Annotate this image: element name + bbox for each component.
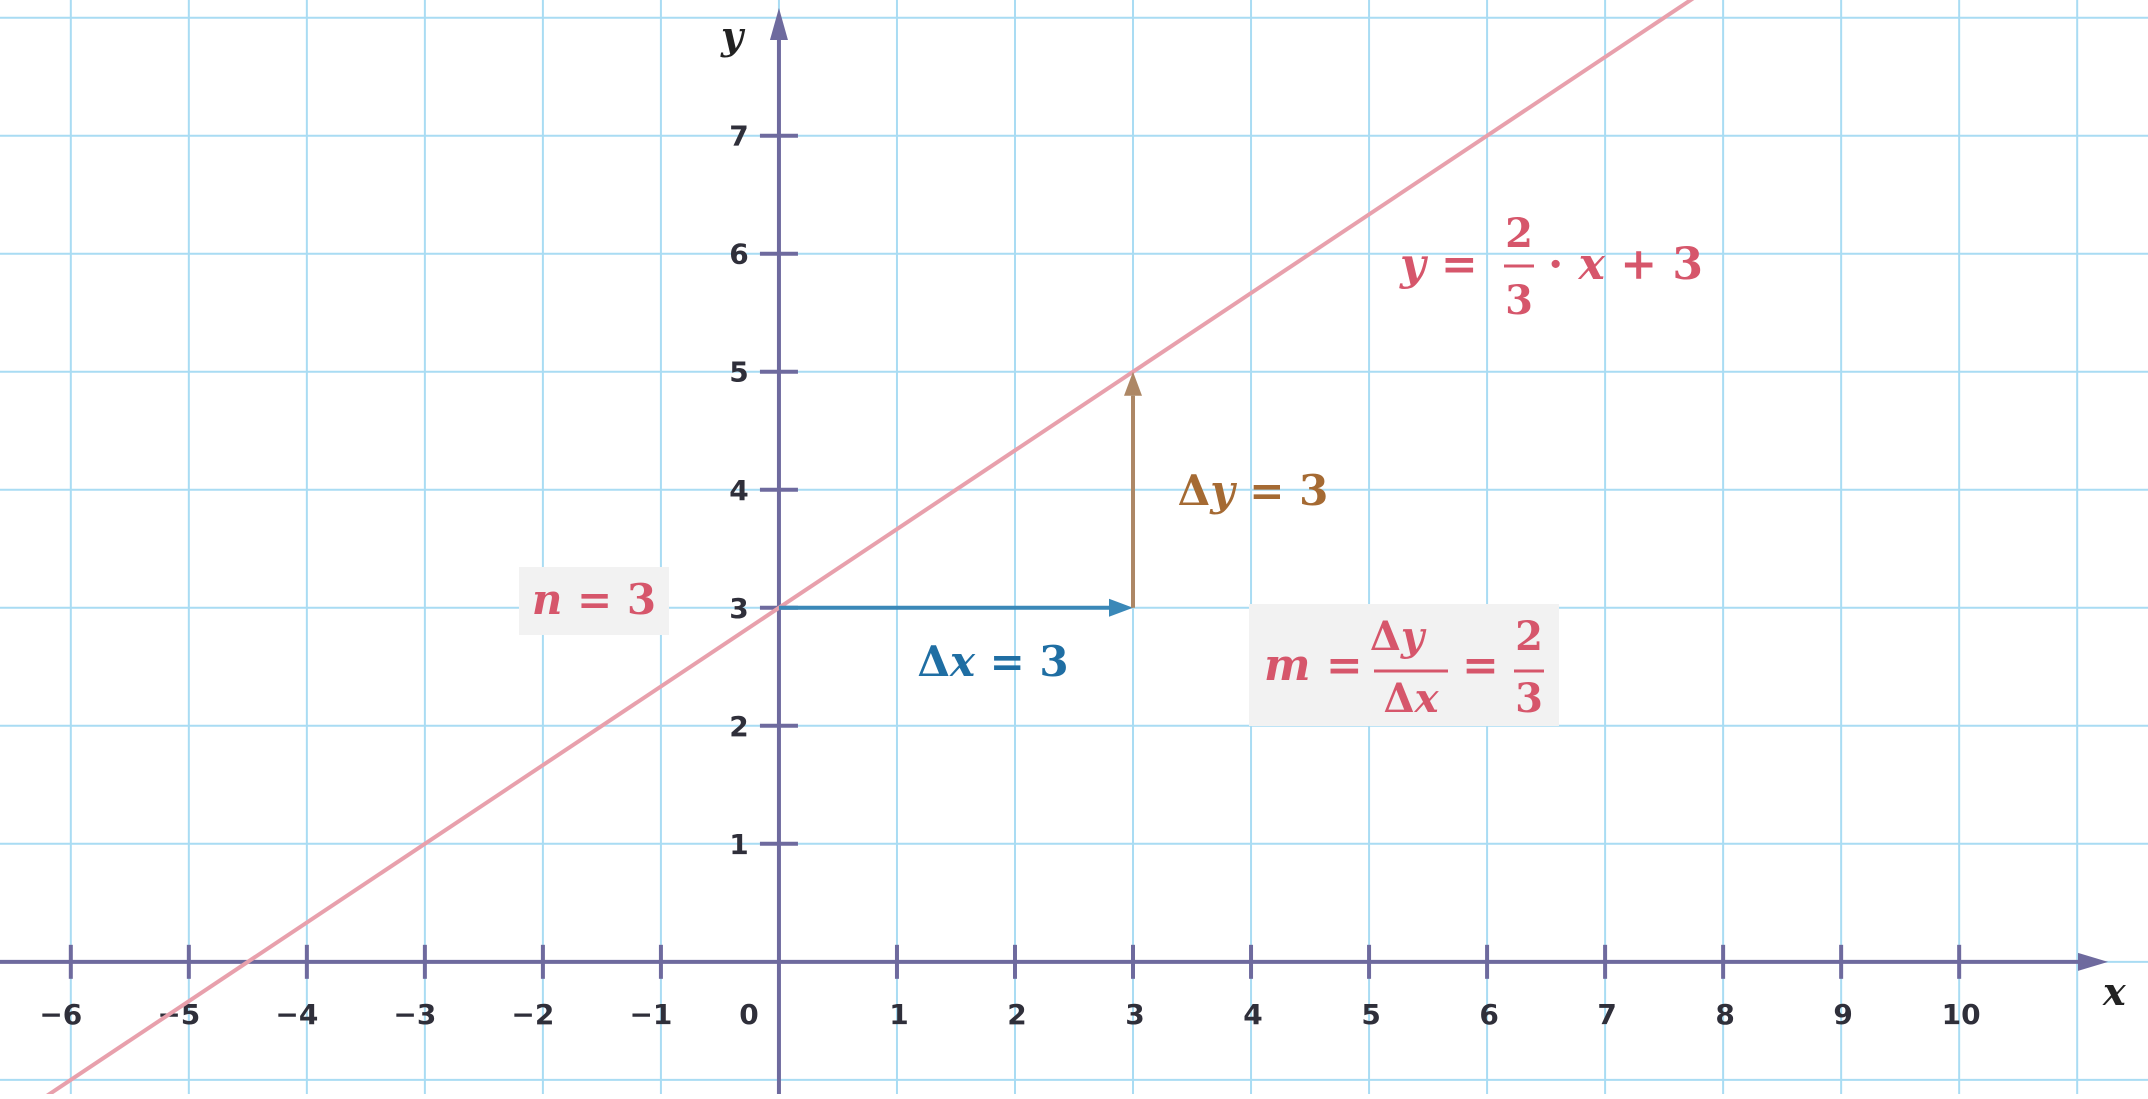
m-lhs: m =	[1264, 640, 1363, 691]
x-axis-label: x	[2102, 969, 2127, 1014]
x-tick-label: −6	[39, 998, 82, 1031]
x-tick-label: 4	[1243, 998, 1262, 1031]
n-label-box	[519, 567, 669, 635]
delta-x-arrow-head	[1109, 598, 1134, 617]
m-denominator-2: 3	[1515, 675, 1543, 722]
x-tick-label: 3	[1125, 998, 1144, 1031]
equation-rest: · x + 3	[1548, 239, 1703, 290]
m-label-box	[1249, 604, 1559, 726]
m-numerator-2: 2	[1515, 613, 1543, 660]
x-tick-label: 1	[889, 998, 908, 1031]
equation-denominator: 3	[1505, 277, 1533, 324]
equation-lhs: y =	[1399, 239, 1478, 290]
y-tick-label: 4	[729, 474, 748, 507]
n-label: n = 3	[532, 575, 656, 624]
x-tick-label: −5	[157, 998, 200, 1031]
y-axis-label: y	[720, 13, 746, 58]
x-tick-label: −1	[629, 998, 672, 1031]
equation-numerator: 2	[1505, 210, 1533, 257]
x-axis-arrowhead	[2078, 952, 2108, 971]
annotations: n = 3 Δx = 3 Δy = 3 y = 2 3 · x + 3 m =Δy Δx = 2 3	[519, 210, 1703, 726]
x-tick-label: −2	[511, 998, 554, 1031]
x-tick-label: 9	[1833, 998, 1852, 1031]
y-tick-label: 7	[729, 120, 748, 153]
delta-arrows	[778, 371, 1143, 617]
x-tick-label: 0	[739, 998, 758, 1031]
x-tick-label: 2	[1007, 998, 1026, 1031]
delta-y-label: Δy = 3	[1178, 466, 1329, 515]
delta-y-arrow-head	[1124, 371, 1143, 396]
x-tick-label: −4	[275, 998, 318, 1031]
x-tick-label: 5	[1361, 998, 1380, 1031]
x-tick-label: 6	[1479, 998, 1498, 1031]
y-axis-arrowhead	[769, 8, 788, 40]
y-tick-label: 3	[729, 592, 748, 625]
y-tick-label: 1	[729, 828, 748, 861]
y-tick-label: 5	[729, 356, 748, 389]
m-numerator-1: Δy	[1370, 613, 1427, 660]
m-eq-2: =	[1462, 640, 1499, 691]
delta-x-label: Δx = 3	[917, 637, 1068, 686]
x-tick-label: 7	[1597, 998, 1616, 1031]
y-tick-label: 2	[729, 710, 748, 743]
axes: −6 −5 −4 −3 −2 −1 0 1 2 3 4 5 6 7 8 9 10 1 2 3 4 5 6 7 x y	[0, 8, 2127, 1094]
x-tick-label: 10	[1942, 998, 1981, 1031]
x-tick-label: 8	[1715, 998, 1734, 1031]
m-denominator-1: Δx	[1384, 675, 1440, 722]
y-tick-label: 6	[729, 238, 748, 271]
x-tick-label: −3	[393, 998, 436, 1031]
